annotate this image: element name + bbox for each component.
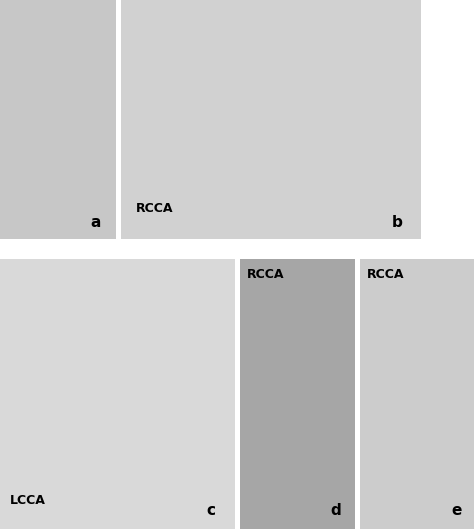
Text: e: e — [451, 503, 461, 518]
Text: RCCA: RCCA — [137, 202, 174, 215]
Text: RCCA: RCCA — [367, 268, 404, 281]
Text: a: a — [90, 215, 100, 230]
Text: RCCA: RCCA — [247, 268, 284, 281]
Text: d: d — [331, 503, 342, 518]
Text: LCCA: LCCA — [9, 495, 45, 507]
Text: c: c — [207, 503, 216, 518]
Text: b: b — [392, 215, 402, 230]
